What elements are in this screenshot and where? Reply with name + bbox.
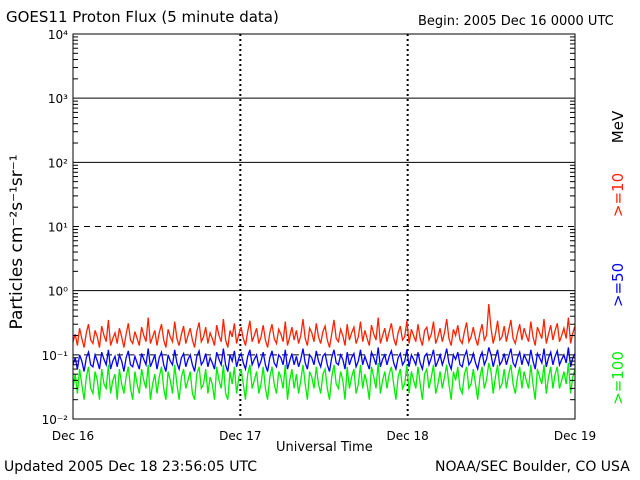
y-tick-label: 10⁻² — [42, 413, 69, 427]
series-layer — [72, 303, 576, 400]
begin-time: Begin: 2005 Dec 16 0000 UTC — [418, 14, 614, 29]
plot-frame — [72, 33, 576, 420]
y-tick-label: 10⁴ — [48, 28, 68, 42]
legend-label-1: >=10 — [609, 173, 627, 217]
y-tick-label: 10⁻¹ — [42, 349, 69, 363]
credit-label: NOAA/SEC Boulder, CO USA — [435, 459, 630, 475]
series-line-1 — [72, 303, 576, 348]
axis-labels: 10⁻² 10⁻¹ 10⁰ 10¹ 10² 10³ 10⁴ Dec 16 Dec 17 Dec 1… — [42, 28, 597, 443]
plot-border — [72, 33, 576, 420]
x-tick-label: Dec 18 — [387, 429, 429, 443]
x-tick-label: Dec 16 — [52, 429, 94, 443]
updated-time: Updated 2005 Dec 18 23:56:05 UTC — [4, 459, 258, 475]
legend-label-3: >=100 — [609, 351, 627, 405]
series-line-2 — [72, 347, 576, 372]
legend: >=10 >=50 >=100 MeV — [609, 110, 627, 405]
x-tick-label: Dec 17 — [219, 429, 261, 443]
y-tick-label: 10¹ — [48, 221, 68, 235]
y-tick-label: 10⁰ — [48, 285, 68, 299]
x-axis-label: Universal Time — [276, 440, 373, 455]
y-tick-label: 10³ — [48, 92, 68, 106]
series-line-3 — [72, 362, 576, 400]
y-tick-label: 10² — [48, 156, 68, 170]
legend-label-2: >=50 — [609, 263, 627, 307]
chart-title: GOES11 Proton Flux (5 minute data) — [6, 8, 279, 26]
y-axis-label: Particles cm⁻²s⁻¹sr⁻¹ — [7, 154, 27, 329]
x-tick-label: Dec 19 — [554, 429, 596, 443]
legend-unit: MeV — [609, 110, 627, 143]
